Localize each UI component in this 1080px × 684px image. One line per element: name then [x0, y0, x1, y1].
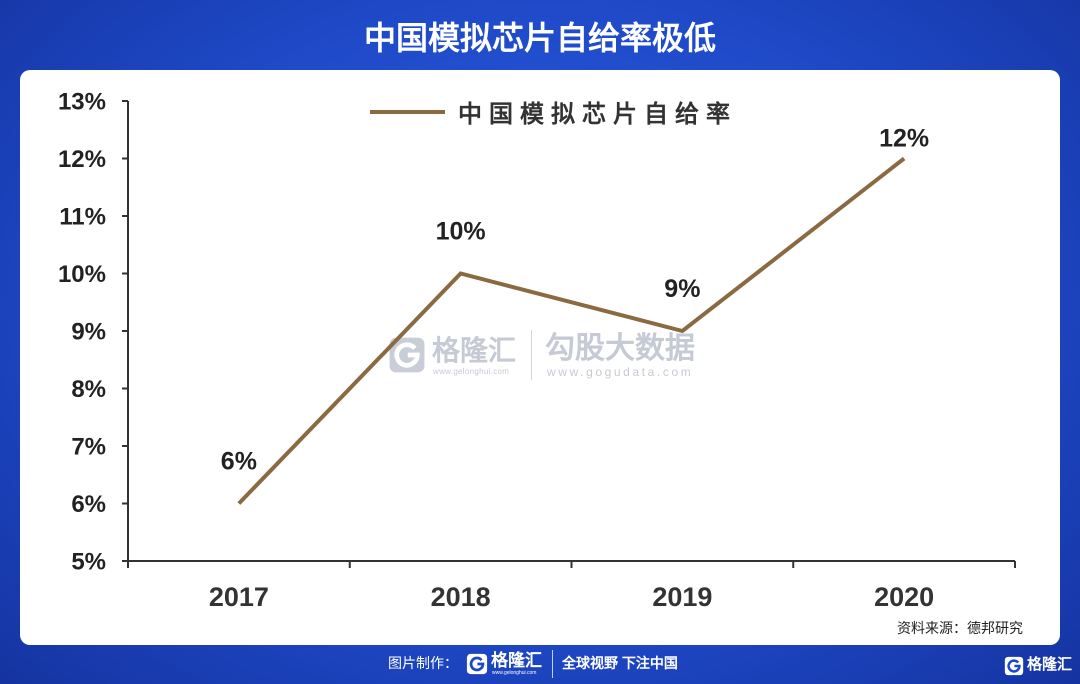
watermark-partner-url: www.gogudata.com: [547, 365, 694, 379]
gelonghui-logo-icon: [466, 653, 488, 675]
footer-brand-url: www.gelonghui.com: [492, 670, 537, 676]
watermark-brand-url: www.gelonghui.com: [433, 367, 510, 376]
watermark-gelonghui-logo-icon: [389, 337, 425, 373]
source-note: 资料来源：德邦研究: [897, 620, 1023, 636]
footer-divider: [552, 650, 553, 678]
footer-brand: 格隆汇: [491, 651, 542, 670]
watermark-divider: [531, 330, 532, 380]
chart-card: [20, 70, 1060, 645]
corner-gelonghui-logo-icon: [1004, 656, 1024, 676]
footer-made-by-label: 图片制作：: [388, 655, 458, 671]
watermark-brand: 格隆汇: [432, 335, 517, 366]
page-title: 中国模拟芯片自给率极低: [363, 20, 716, 56]
corner-brand: 格隆汇: [1027, 656, 1073, 673]
footer-slogan: 全球视野 下注中国: [562, 655, 678, 671]
watermark-partner: 勾股大数据: [545, 332, 695, 365]
